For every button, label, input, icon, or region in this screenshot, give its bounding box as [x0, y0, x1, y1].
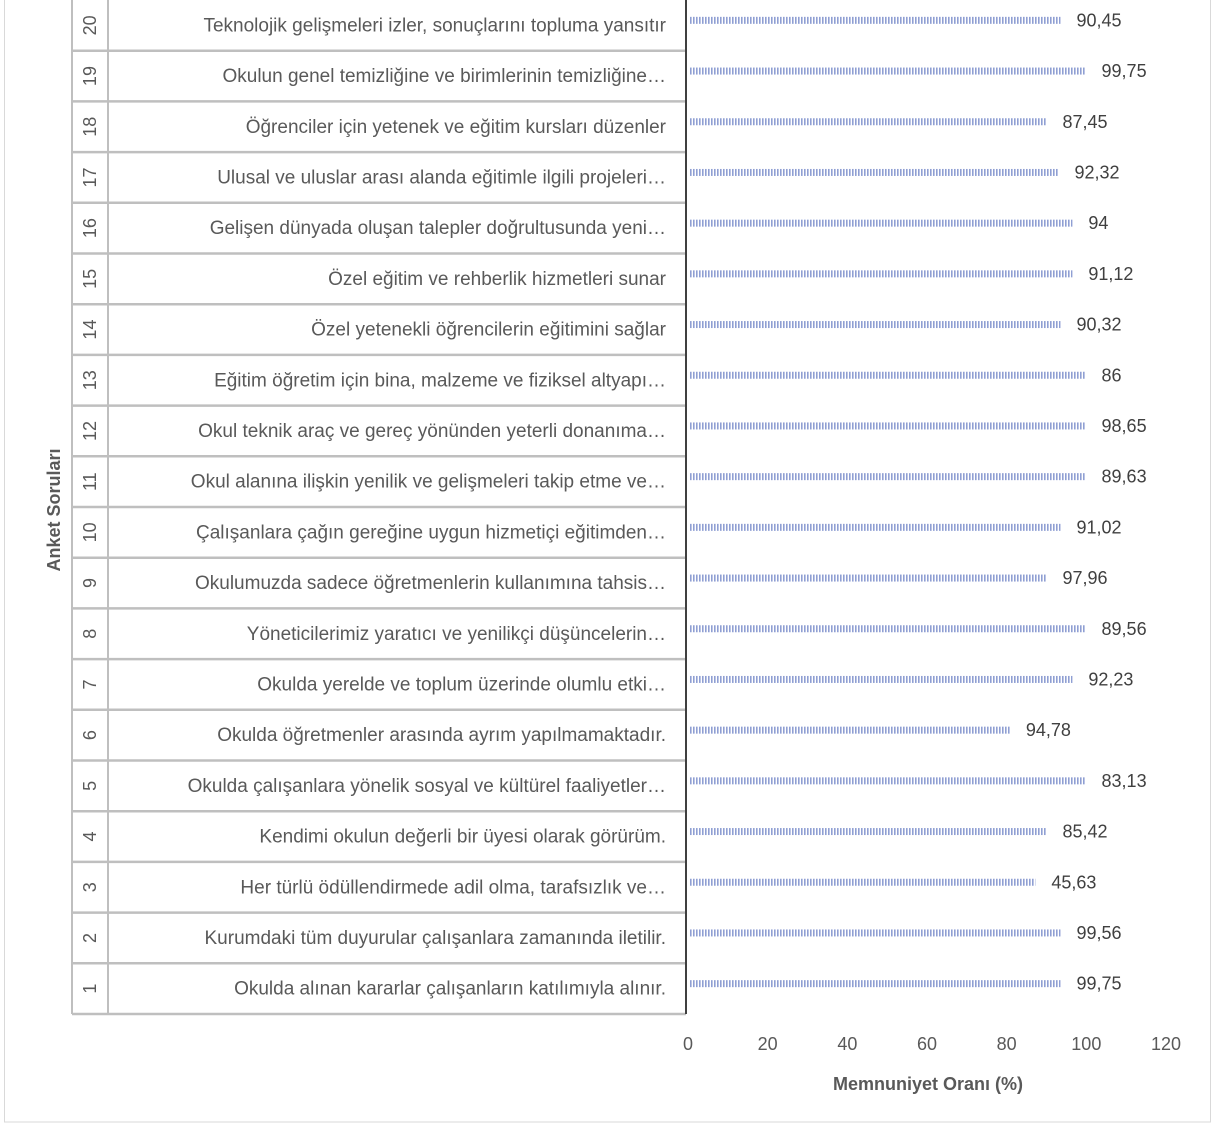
data-label: 90,45: [1076, 10, 1121, 30]
category-number: 6: [80, 730, 100, 740]
bar: [690, 726, 1010, 734]
category-number: 12: [80, 421, 100, 441]
category-number: 14: [80, 320, 100, 340]
bar: [690, 878, 1036, 886]
data-label: 89,63: [1102, 467, 1147, 487]
category-number: 18: [80, 117, 100, 137]
category-number: 5: [80, 781, 100, 791]
category-number: 19: [80, 66, 100, 86]
data-label: 86: [1102, 365, 1122, 385]
category-label: Çalışanlara çağın gereğine uygun hizmeti…: [196, 522, 666, 543]
bar: [690, 270, 1073, 278]
bar: [690, 828, 1047, 836]
data-label: 94: [1088, 213, 1108, 233]
x-tick-label: 0: [683, 1034, 693, 1054]
category-label: Teknolojik gelişmeleri izler, sonuçların…: [203, 15, 666, 36]
category-number: 7: [80, 679, 100, 689]
data-label: 91,02: [1076, 517, 1121, 537]
category-label: Okulda öğretmenler arasında ayrım yapılm…: [217, 725, 666, 746]
bar-series: 90,45 99,75 87,45 92,32 94 91,12 90,32 86 98,65 8…: [690, 10, 1147, 994]
y-axis-title: Anket Soruları: [44, 448, 64, 571]
category-number: 1: [80, 984, 100, 994]
bar: [690, 219, 1073, 227]
data-label: 98,65: [1102, 416, 1147, 436]
bar: [690, 625, 1086, 633]
category-number: 2: [80, 933, 100, 943]
bar: [690, 675, 1073, 683]
category-label: Okulda yerelde ve toplum üzerinde olumlu…: [257, 674, 666, 695]
category-label: Okul alanına ilişkin yenilik ve gelişmel…: [191, 472, 666, 493]
data-label: 92,32: [1074, 162, 1119, 182]
data-label: 99,75: [1102, 61, 1147, 81]
category-number: 20: [80, 15, 100, 35]
x-tick-label: 20: [758, 1034, 778, 1054]
category-label: Kendimi okulun değerli bir üyesi olarak …: [259, 827, 666, 848]
data-label: 83,13: [1102, 771, 1147, 791]
category-number: 15: [80, 269, 100, 289]
category-label: Öğrenciler için yetenek ve eğitim kursla…: [246, 117, 667, 138]
category-label: Okulda alınan kararlar çalışanların katı…: [234, 979, 666, 1000]
category-number: 11: [80, 472, 100, 491]
bar: [690, 980, 1061, 988]
data-label: 97,96: [1063, 568, 1108, 588]
data-label: 85,42: [1063, 822, 1108, 842]
category-label: Özel yetenekli öğrencilerin eğitimini sa…: [311, 320, 667, 341]
bar: [690, 371, 1086, 379]
category-number: 4: [80, 832, 100, 842]
bar: [690, 422, 1086, 430]
data-label: 45,63: [1051, 872, 1096, 892]
category-label: Okulumuzda sadece öğretmenlerin kullanım…: [195, 573, 666, 594]
data-label: 92,23: [1088, 669, 1133, 689]
data-label: 91,12: [1088, 264, 1133, 284]
x-tick-label: 60: [917, 1034, 937, 1054]
category-label: Okul teknik araç ve gereç yönünden yeter…: [198, 421, 666, 442]
x-tick-label: 80: [997, 1034, 1017, 1054]
data-label: 90,32: [1076, 315, 1121, 335]
bar: [690, 321, 1061, 329]
category-number: 16: [80, 218, 100, 238]
category-label: Okulun genel temizliğine ve birimlerinin…: [222, 66, 666, 87]
bar: [690, 574, 1047, 582]
bar: [690, 929, 1061, 937]
category-label: Özel eğitim ve rehberlik hizmetleri suna…: [328, 269, 667, 290]
bar: [690, 16, 1061, 24]
category-label: Yöneticilerimiz yaratıcı ve yenilikçi dü…: [247, 624, 666, 645]
category-number: 3: [80, 882, 100, 892]
x-axis: 0 20 40 60 80 100 120: [683, 1034, 1181, 1054]
category-label: Okulda çalışanlara yönelik sosyal ve kül…: [188, 776, 666, 797]
data-label: 94,78: [1026, 720, 1071, 740]
category-label: Ulusal ve uluslar arası alanda eğitimle …: [217, 167, 666, 188]
data-label: 89,56: [1102, 619, 1147, 639]
x-tick-label: 100: [1071, 1034, 1101, 1054]
category-number: 17: [80, 167, 100, 187]
category-number: 13: [80, 370, 100, 390]
bar: [690, 777, 1086, 785]
category-label: Gelişen dünyada oluşan talepler doğrultu…: [210, 218, 666, 239]
x-axis-title: Memnuniyet Oranı (%): [833, 1074, 1023, 1094]
x-tick-label: 120: [1151, 1034, 1181, 1054]
bar: [690, 168, 1059, 176]
bar: [690, 67, 1086, 75]
bar: [690, 473, 1086, 481]
category-number: 9: [80, 578, 100, 588]
data-label: 99,75: [1076, 974, 1121, 994]
data-label: 99,56: [1076, 923, 1121, 943]
x-tick-label: 40: [837, 1034, 857, 1054]
data-label: 87,45: [1063, 112, 1108, 132]
category-number: 8: [80, 629, 100, 639]
category-label: Kurumdaki tüm duyurular çalışanlara zama…: [205, 928, 667, 949]
bar: [690, 118, 1047, 126]
category-label: Eğitim öğretim için bina, malzeme ve fiz…: [214, 370, 666, 391]
category-label: Her türlü ödüllendirmede adil olma, tara…: [240, 877, 666, 898]
category-number: 10: [80, 522, 100, 542]
bar: [690, 523, 1061, 531]
category-rows: 20 Teknolojik gelişmeleri izler, sonuçlar…: [71, 0, 687, 1016]
